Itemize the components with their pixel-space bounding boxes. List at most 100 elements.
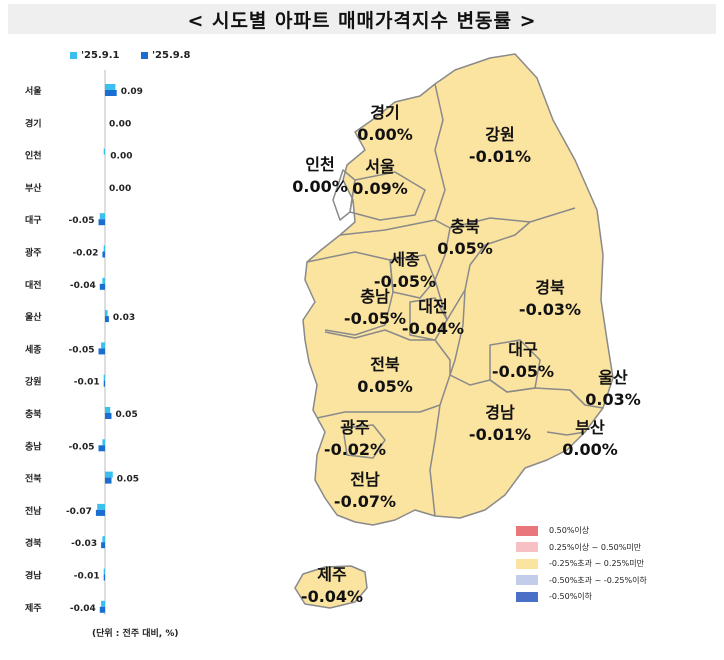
border-ulsan xyxy=(569,389,604,409)
bar-1-5 xyxy=(103,245,105,252)
map-region-name-2: 인천 xyxy=(305,155,334,174)
category-label-9: 강원 xyxy=(25,376,42,388)
category-label-11: 충남 xyxy=(25,440,42,452)
bar-2-10 xyxy=(105,413,112,419)
bar-2-11 xyxy=(98,445,105,452)
bar-1-16 xyxy=(101,600,105,607)
map-region-name-7: 대전 xyxy=(418,297,447,316)
bar-1-10 xyxy=(105,407,111,413)
border-gyeonggi-south xyxy=(339,219,451,236)
bar-1-11 xyxy=(102,439,105,446)
border-gwangju xyxy=(342,424,386,459)
map-legend-item-1: 0.25%이상 ~ 0.50%미만 xyxy=(516,540,647,555)
category-label-3: 부산 xyxy=(25,182,42,194)
map-region-value-16: -0.04% xyxy=(301,587,363,606)
category-label-8: 세종 xyxy=(25,343,42,355)
data-label-9: -0.01 xyxy=(74,378,100,388)
map-region-name-8: 경북 xyxy=(535,278,565,297)
map-region-name-5: 세종 xyxy=(390,250,420,269)
bar-2-6 xyxy=(99,283,105,290)
bar-1-7 xyxy=(105,310,108,317)
bar-2-15 xyxy=(103,574,105,581)
legend-label-series1: '25.9.1 xyxy=(81,50,120,61)
category-label-2: 인천 xyxy=(25,151,42,162)
border-gangwon-south xyxy=(449,207,576,229)
data-label-5: -0.02 xyxy=(72,249,98,259)
border-chungbuk-east xyxy=(464,221,531,291)
category-label-14: 경북 xyxy=(25,537,42,549)
bar-1-0 xyxy=(105,84,116,90)
border-chungbuk-south xyxy=(434,227,466,321)
data-label-7: 0.03 xyxy=(113,313,135,323)
map-legend-swatch-3 xyxy=(516,575,538,585)
map-region-value-9: -0.05% xyxy=(492,362,554,381)
map-legend-label-0: 0.50%이상 xyxy=(549,526,590,535)
border-jeonbuk-south xyxy=(316,374,451,419)
legend-swatch-series1 xyxy=(70,51,77,59)
map-region-name-13: 경남 xyxy=(485,403,515,422)
bar-1-13 xyxy=(97,503,105,510)
border-jeonbuk-north xyxy=(324,329,451,375)
map-region-name-15: 전남 xyxy=(350,470,380,489)
bar-1-9 xyxy=(103,374,105,381)
bar-2-7 xyxy=(105,316,109,323)
map-jeju xyxy=(294,565,368,609)
map-legend-swatch-4 xyxy=(516,591,538,602)
map-legend-item-3: -0.50%초과 ~ -0.25%이하 xyxy=(516,573,647,588)
map-region-value-14: 0.00% xyxy=(562,440,618,459)
data-label-1: 0.00 xyxy=(109,119,131,129)
map-region-name-11: 울산 xyxy=(598,368,628,387)
bar-2-16 xyxy=(99,606,105,613)
data-label-13: -0.07 xyxy=(66,507,92,517)
data-label-16: -0.04 xyxy=(70,604,96,614)
data-label-8: -0.05 xyxy=(69,345,95,355)
data-label-6: -0.04 xyxy=(70,281,96,291)
category-label-15: 경남 xyxy=(25,570,42,582)
bar-1-2 xyxy=(103,148,105,155)
border-daejeon xyxy=(409,297,448,341)
bar-2-0 xyxy=(105,90,117,96)
bar-1-6 xyxy=(102,277,105,284)
map-legend-swatch-0 xyxy=(516,525,538,536)
border-incheon xyxy=(332,169,356,221)
map-legend-label-2: -0.25%초과 ~ 0.25%미만 xyxy=(549,559,644,568)
map-region-name-4: 충북 xyxy=(450,217,480,236)
map-mainland xyxy=(302,53,614,526)
map-legend-item-4: -0.50%이하 xyxy=(516,589,647,604)
category-label-10: 충북 xyxy=(25,408,42,420)
legend-swatch-series2 xyxy=(140,51,148,59)
category-label-7: 울산 xyxy=(25,311,42,323)
bar-2-8 xyxy=(98,348,105,355)
data-label-2: 0.00 xyxy=(110,152,132,162)
map-region-name-6: 충남 xyxy=(360,287,390,306)
map-region-value-15: -0.07% xyxy=(334,492,396,511)
bar-2-12 xyxy=(105,477,112,484)
data-label-10: 0.05 xyxy=(116,410,138,420)
map-legend-label-3: -0.50%초과 ~ -0.25%이하 xyxy=(549,575,647,585)
bar-2-9 xyxy=(103,380,105,387)
bar-2-4 xyxy=(98,219,105,226)
map-region-value-6: -0.05% xyxy=(344,309,406,328)
border-jeonnam-east xyxy=(429,404,441,517)
map-region-name-0: 경기 xyxy=(370,103,399,122)
map-legend-item-2: -0.25%초과 ~ 0.25%미만 xyxy=(516,556,647,571)
data-label-0: 0.09 xyxy=(121,87,143,97)
map-legend-label-1: 0.25%이상 ~ 0.50%미만 xyxy=(549,542,642,552)
unit-note: (단위 : 전주 대비, %) xyxy=(92,629,179,639)
map-region-value-0: 0.00% xyxy=(357,125,413,144)
data-label-4: -0.05 xyxy=(69,216,95,226)
border-chungnam xyxy=(306,251,394,336)
data-label-12: 0.05 xyxy=(117,475,139,485)
map-region-name-1: 강원 xyxy=(485,125,514,144)
border-gyeonggi-gangwon xyxy=(434,83,446,221)
data-label-11: -0.05 xyxy=(69,442,95,452)
legend-item-series2: '25.9.8 xyxy=(140,50,190,61)
category-label-13: 전남 xyxy=(25,505,42,517)
bar-1-4 xyxy=(99,213,105,220)
map-region-name-3: 서울 xyxy=(365,157,395,176)
map-region-value-5: -0.05% xyxy=(374,272,436,291)
border-busan xyxy=(546,431,586,436)
category-label-1: 경기 xyxy=(25,117,42,129)
map-region-value-8: -0.03% xyxy=(519,300,581,319)
bar-1-15 xyxy=(103,568,105,575)
